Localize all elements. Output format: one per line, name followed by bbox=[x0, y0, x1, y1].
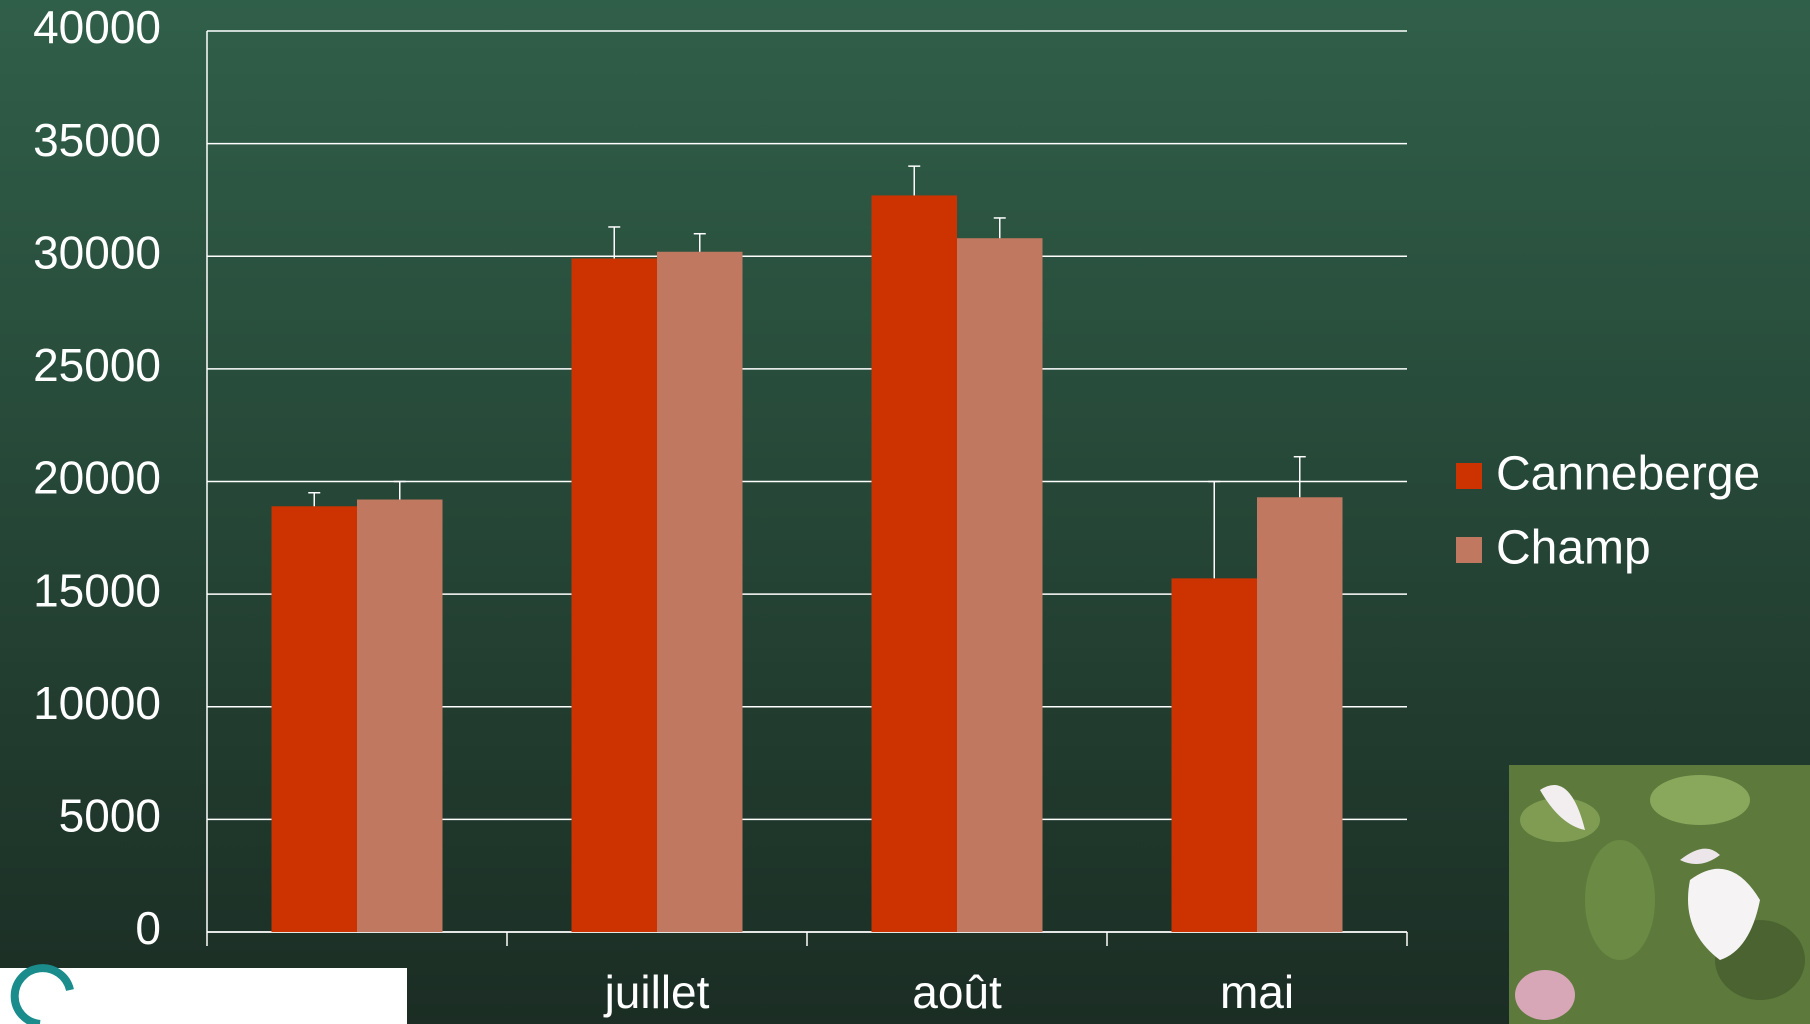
logo bbox=[0, 964, 407, 1024]
y-tick-label: 30000 bbox=[33, 226, 161, 278]
y-tick-label: 5000 bbox=[59, 790, 161, 842]
y-tick-label: 40000 bbox=[33, 1, 161, 53]
photo bbox=[1509, 765, 1810, 1024]
y-tick-label: 10000 bbox=[33, 677, 161, 729]
error-bar bbox=[608, 226, 621, 259]
bar bbox=[271, 506, 357, 932]
error-bar bbox=[908, 165, 921, 196]
legend-label: Champ bbox=[1496, 522, 1651, 575]
y-tick-label: 15000 bbox=[33, 564, 161, 616]
bar bbox=[357, 499, 443, 932]
bar bbox=[657, 251, 743, 932]
y-tick-label: 20000 bbox=[33, 452, 161, 504]
error-bar bbox=[693, 232, 706, 252]
bar bbox=[957, 238, 1043, 933]
bar bbox=[1257, 497, 1343, 932]
legend-swatch bbox=[1456, 537, 1482, 563]
y-tick-label: 0 bbox=[135, 902, 161, 954]
error-bar bbox=[1293, 455, 1306, 498]
plot-area: 0 5000 10000 15000 20000 25000 30000 35000 40000… bbox=[33, 1, 1760, 1018]
y-tick-label: 35000 bbox=[33, 114, 161, 166]
x-tick-label: août bbox=[912, 966, 1002, 1018]
error-bar bbox=[308, 492, 321, 507]
y-tick-label: 25000 bbox=[33, 339, 161, 391]
x-tick-label: juillet bbox=[603, 966, 710, 1018]
legend-swatch bbox=[1456, 463, 1482, 489]
bar bbox=[1171, 578, 1257, 932]
bar bbox=[571, 258, 657, 932]
bar bbox=[871, 195, 957, 932]
error-bar bbox=[993, 217, 1006, 239]
legend-label: Canneberge bbox=[1496, 448, 1760, 501]
x-tick-label: mai bbox=[1220, 966, 1294, 1018]
error-bar bbox=[393, 480, 406, 500]
error-bar bbox=[1208, 480, 1221, 579]
